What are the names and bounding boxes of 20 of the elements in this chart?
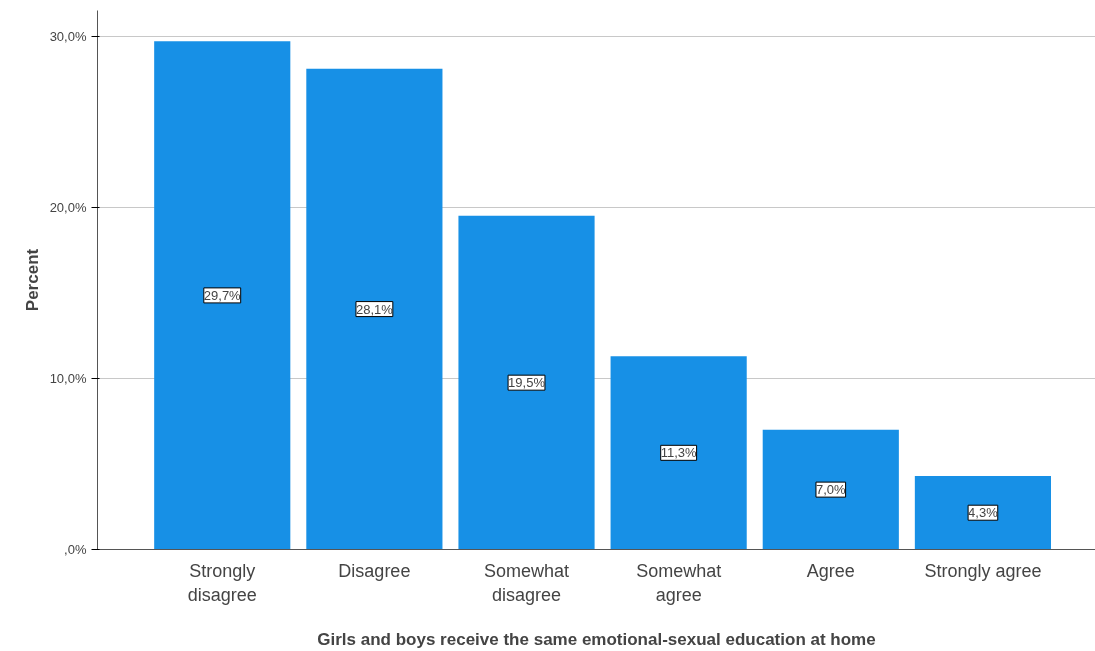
x-tick-label: Somewhat disagree: [484, 560, 570, 605]
bar: [914, 475, 1051, 550]
bar: [762, 429, 899, 550]
y-tick-label: ,0%: [64, 542, 87, 557]
y-tick-label: 20,0%: [49, 199, 87, 215]
y-tick-label: 10,0%: [49, 370, 87, 386]
bar: [154, 41, 291, 550]
data-label: 11,3%: [660, 445, 698, 461]
x-tick-label: Strongly agree: [924, 560, 1042, 581]
y-axis-title: Percent: [22, 248, 42, 312]
x-tick-label: Disagree: [338, 560, 411, 581]
y-tick-label: 30,0%: [49, 28, 87, 44]
x-axis-title: Girls and boys receive the same emotional-sexual education at home: [317, 629, 876, 649]
x-tick-label: Somewhat agree: [636, 560, 722, 605]
data-label: 29,7%: [203, 287, 242, 303]
bar: [306, 68, 443, 550]
bar: [610, 356, 747, 550]
bar: [458, 215, 595, 550]
x-tick-label: Agree: [806, 560, 855, 581]
x-tick-label: Strongly disagree: [187, 560, 257, 605]
